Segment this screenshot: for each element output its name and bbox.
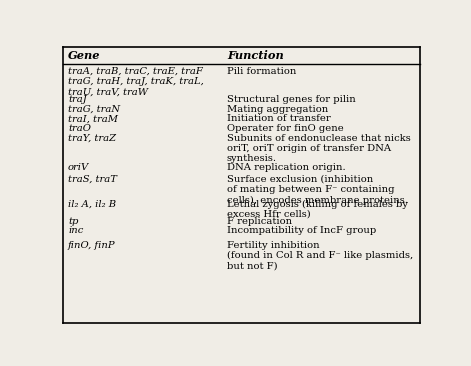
Text: Initiation of transfer: Initiation of transfer <box>227 115 331 123</box>
Text: DNA replication origin.: DNA replication origin. <box>227 163 345 172</box>
Text: Gene: Gene <box>68 50 100 61</box>
Text: traG, traN: traG, traN <box>68 105 120 114</box>
Text: Operater for finO gene: Operater for finO gene <box>227 124 343 133</box>
Text: Pili formation: Pili formation <box>227 67 296 76</box>
Text: finO, finP: finO, finP <box>68 241 115 250</box>
Text: Structural genes for pilin: Structural genes for pilin <box>227 95 356 104</box>
Text: il₂ A, il₂ B: il₂ A, il₂ B <box>68 199 116 209</box>
Text: Incompatibility of IncF group: Incompatibility of IncF group <box>227 226 376 235</box>
Text: inc: inc <box>68 226 83 235</box>
Text: F replication: F replication <box>227 217 292 226</box>
Text: traI, traM: traI, traM <box>68 115 118 123</box>
Text: traA, traB, traC, traE, traF
traG, traH, traJ, traK, traL,
traU, traV, traW: traA, traB, traC, traE, traF traG, traH,… <box>68 67 204 97</box>
Text: Lethal zygosis (killing of females by
excess Hfr cells): Lethal zygosis (killing of females by ex… <box>227 199 408 219</box>
Text: traO: traO <box>68 124 91 133</box>
Text: oriV: oriV <box>68 163 89 172</box>
Text: Surface exclusion (inhibition
of mating between F⁻ containing
cells), encodes me: Surface exclusion (inhibition of mating … <box>227 175 408 205</box>
Text: Function: Function <box>227 50 284 61</box>
Text: traS, traT: traS, traT <box>68 175 117 184</box>
Text: tp: tp <box>68 217 78 226</box>
Text: traY, traZ: traY, traZ <box>68 134 116 142</box>
Text: Subunits of endonuclease that nicks
oriT, oriT origin of transfer DNA
synthesis.: Subunits of endonuclease that nicks oriT… <box>227 134 411 163</box>
Text: Fertility inhibition
(found in Col R and F⁻ like plasmids,
but not F): Fertility inhibition (found in Col R and… <box>227 241 413 271</box>
Text: traJ: traJ <box>68 95 87 104</box>
Text: Mating aggregation: Mating aggregation <box>227 105 328 114</box>
